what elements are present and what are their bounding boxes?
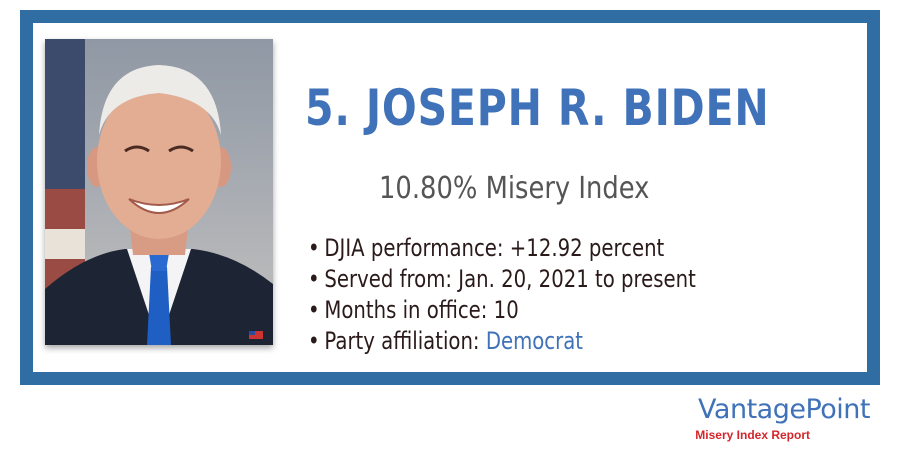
profile-card-body: 5. JOSEPH R. BIDEN 10.80% Misery Index •… <box>33 23 867 372</box>
fact-months-in-office: • Months in office: 10 <box>308 295 696 326</box>
brand-name: VantagePoint <box>698 394 870 425</box>
brand-subtitle: Misery Index Report <box>695 428 810 442</box>
fact-text: DJIA performance: +12.92 percent <box>324 234 665 262</box>
fact-text: Months in office: 10 <box>324 296 519 324</box>
bullet-icon: • <box>308 234 320 262</box>
misery-index-subheading: 10.80% Misery Index <box>379 171 650 206</box>
portrait-illustration <box>45 39 273 345</box>
bullet-icon: • <box>308 327 320 355</box>
brand-logo: VantagePoint Misery Index Report <box>695 394 870 442</box>
fact-djia-performance: • DJIA performance: +12.92 percent <box>308 233 696 264</box>
fact-label: Party affiliation: <box>324 327 486 355</box>
president-name-heading: 5. JOSEPH R. BIDEN <box>305 79 770 137</box>
fact-served-from: • Served from: Jan. 20, 2021 to present <box>308 264 696 295</box>
bullet-icon: • <box>308 296 320 324</box>
profile-card: 5. JOSEPH R. BIDEN 10.80% Misery Index •… <box>20 10 880 385</box>
fact-party-affiliation: • Party affiliation: Democrat <box>308 326 696 357</box>
fact-text: Served from: Jan. 20, 2021 to present <box>324 265 696 293</box>
party-value: Democrat <box>485 327 583 355</box>
facts-list: • DJIA performance: +12.92 percent • Serve… <box>308 233 781 357</box>
portrait-photo <box>45 39 273 345</box>
bullet-icon: • <box>308 265 320 293</box>
